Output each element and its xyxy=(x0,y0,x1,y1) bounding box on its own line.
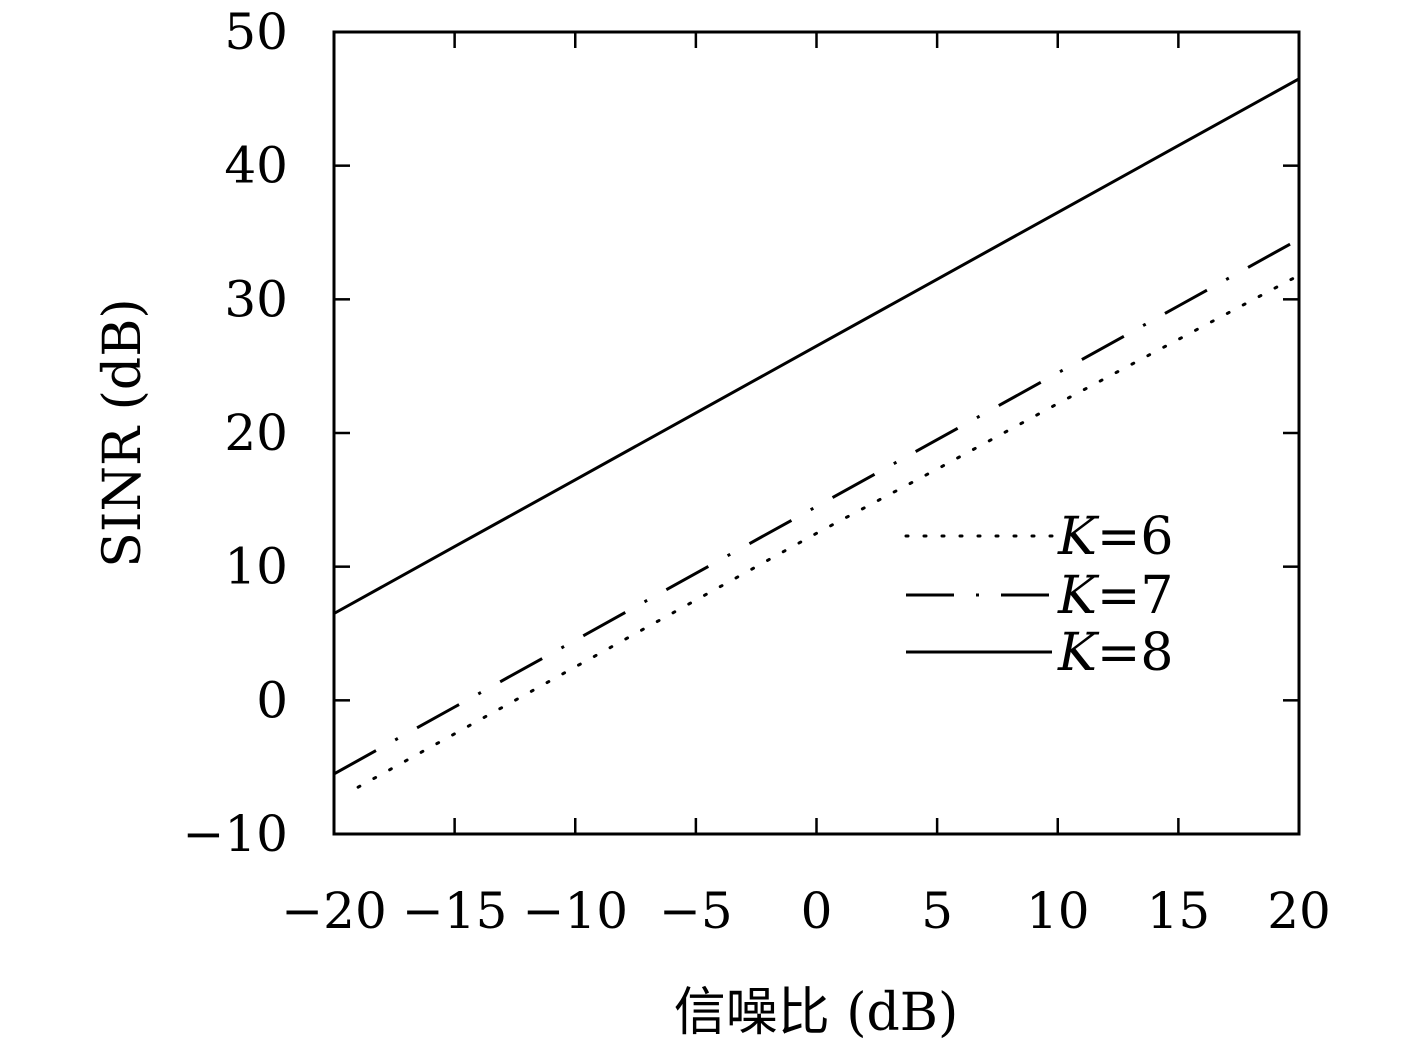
chart-marks xyxy=(333,77,1301,789)
axes-ticks xyxy=(332,30,1301,836)
y-tick-label: 20 xyxy=(224,404,288,462)
x-tick-label: −10 xyxy=(522,882,628,940)
y-tick-label: −10 xyxy=(182,805,288,863)
x-tick-label: 20 xyxy=(1267,882,1331,940)
legend: K=6K=7K=8 xyxy=(904,507,1174,683)
x-tick-label: 10 xyxy=(1026,882,1090,940)
series-line-3 xyxy=(333,77,1300,615)
legend-label: K=7 xyxy=(1057,566,1174,626)
series-line-1 xyxy=(356,273,1301,789)
y-tick-label: 50 xyxy=(224,3,288,61)
x-tick-label: −5 xyxy=(659,882,733,940)
x-tick-label: −15 xyxy=(402,882,508,940)
legend-label: K=8 xyxy=(1057,623,1174,683)
x-tick-label: 5 xyxy=(921,882,953,940)
x-tick-label: −20 xyxy=(281,882,387,940)
y-tick-label: 0 xyxy=(256,671,288,729)
plot-frame xyxy=(332,30,1301,836)
x-axis-label: 信噪比 (dB) xyxy=(674,983,959,1043)
x-tick-label: 15 xyxy=(1147,882,1211,940)
y-tick-label: 10 xyxy=(224,538,288,596)
x-tick-label: 0 xyxy=(801,882,833,940)
y-tick-label: 30 xyxy=(224,270,288,328)
y-tick-label: 40 xyxy=(224,137,288,195)
legend-label: K=6 xyxy=(1057,507,1174,567)
y-axis-label: SINR (dB) xyxy=(93,298,153,567)
